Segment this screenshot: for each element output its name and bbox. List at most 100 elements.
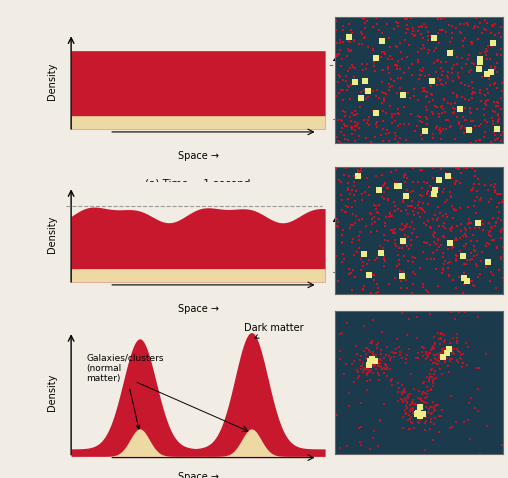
Point xyxy=(365,271,373,279)
Point xyxy=(497,191,505,198)
Point xyxy=(439,188,447,196)
Point xyxy=(427,83,435,90)
Point xyxy=(410,411,419,418)
Point xyxy=(363,344,371,352)
Point xyxy=(338,232,346,239)
Point xyxy=(461,116,469,124)
Point xyxy=(346,46,355,54)
Point xyxy=(449,77,457,85)
Point xyxy=(414,349,422,357)
Point xyxy=(446,188,454,196)
Point xyxy=(373,359,382,367)
Point xyxy=(380,256,389,263)
Point xyxy=(332,252,340,260)
Point xyxy=(466,105,474,113)
Point xyxy=(401,223,409,230)
Point xyxy=(350,37,358,45)
Point xyxy=(473,262,481,270)
Point xyxy=(350,112,358,120)
Point xyxy=(447,193,455,200)
Point xyxy=(339,226,347,233)
Point xyxy=(451,181,459,188)
Point xyxy=(446,225,454,233)
Point xyxy=(473,187,481,195)
Point xyxy=(409,178,418,185)
Point xyxy=(418,343,426,350)
Point xyxy=(438,350,446,358)
Point xyxy=(378,88,386,96)
Point xyxy=(336,178,344,186)
Point xyxy=(418,23,426,31)
Point xyxy=(431,124,439,132)
Point xyxy=(401,171,409,179)
Point xyxy=(407,418,415,426)
Point xyxy=(360,364,368,372)
Point xyxy=(475,89,484,97)
Point xyxy=(445,21,453,28)
Point xyxy=(438,346,447,353)
Point xyxy=(407,413,416,421)
Point xyxy=(354,172,362,179)
Point xyxy=(430,34,438,42)
Point xyxy=(348,360,356,368)
Point xyxy=(415,209,423,217)
Point xyxy=(485,231,493,239)
Point xyxy=(462,240,470,248)
Point xyxy=(498,442,506,449)
Point xyxy=(458,54,466,62)
Point xyxy=(439,331,448,339)
Point xyxy=(459,232,467,239)
Point xyxy=(360,366,368,374)
Point xyxy=(359,286,367,293)
Point xyxy=(417,30,425,38)
Point xyxy=(339,107,347,115)
Point xyxy=(429,96,437,104)
Point xyxy=(378,38,386,45)
Point xyxy=(431,351,439,359)
Point xyxy=(352,343,360,350)
Point xyxy=(470,242,479,250)
Point xyxy=(414,58,422,66)
Point xyxy=(426,192,434,199)
Point xyxy=(399,396,407,404)
Point xyxy=(427,225,435,232)
Point xyxy=(450,163,458,171)
Point xyxy=(448,202,456,209)
Point xyxy=(452,257,460,265)
Point xyxy=(499,196,507,204)
Point xyxy=(398,244,406,251)
Point xyxy=(475,364,483,372)
Point xyxy=(384,196,392,204)
Point xyxy=(439,346,448,353)
Point xyxy=(453,60,461,68)
Point xyxy=(482,242,490,250)
Point xyxy=(389,226,397,234)
Point xyxy=(464,52,472,59)
Point xyxy=(370,355,378,362)
Point xyxy=(396,351,404,359)
Point xyxy=(430,233,438,241)
Point xyxy=(408,409,417,417)
Point xyxy=(433,402,441,409)
Point xyxy=(456,248,464,255)
Point xyxy=(442,210,450,217)
Point xyxy=(430,228,438,236)
Point xyxy=(405,64,414,72)
Point xyxy=(430,333,438,341)
Point xyxy=(403,284,411,292)
Point xyxy=(434,235,442,242)
Point xyxy=(438,330,447,338)
Point xyxy=(391,225,399,233)
Point xyxy=(490,98,498,106)
Point xyxy=(450,345,458,353)
Point xyxy=(353,121,361,129)
Point xyxy=(398,354,406,362)
Point xyxy=(394,379,402,387)
Point xyxy=(471,404,479,412)
Text: Density: Density xyxy=(47,216,56,253)
Point xyxy=(423,255,431,262)
Point xyxy=(395,260,403,268)
Point xyxy=(497,253,505,261)
Point xyxy=(470,180,478,188)
Point xyxy=(368,107,376,115)
